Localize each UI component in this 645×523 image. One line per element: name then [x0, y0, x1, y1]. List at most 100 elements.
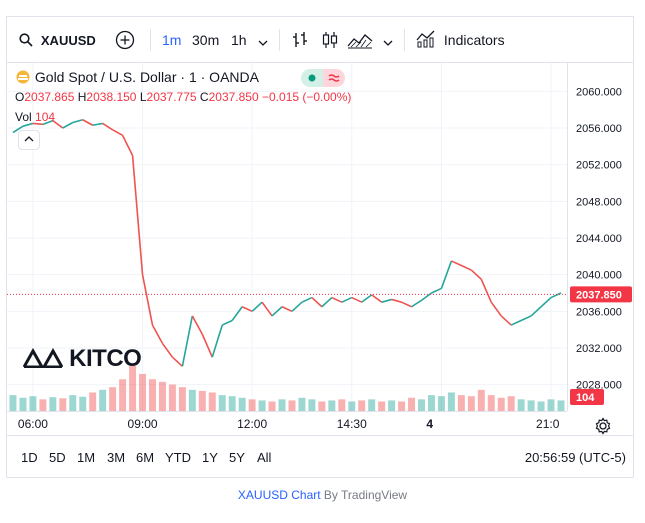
price-segment — [131, 155, 144, 275]
volume-bar — [238, 397, 246, 411]
volume-bar — [19, 397, 27, 411]
volume-bar — [258, 400, 266, 411]
status-dot-icon — [308, 74, 316, 82]
volume-bar — [29, 396, 37, 411]
add-compare-button[interactable] — [115, 30, 135, 56]
range-3m[interactable]: 3M — [107, 450, 126, 465]
price-chart-pane[interactable] — [7, 63, 567, 411]
volume-bar — [318, 401, 326, 411]
volume-bar — [298, 397, 306, 411]
area-style-button[interactable] — [347, 31, 373, 57]
candle-style-button[interactable] — [321, 31, 339, 57]
volume-bar — [139, 373, 147, 411]
range-6m[interactable]: 6M — [136, 450, 155, 465]
range-1d[interactable]: 1D — [21, 450, 38, 465]
chart-style-dropdown[interactable] — [383, 30, 393, 56]
approx-icon — [328, 74, 340, 82]
indicators-button[interactable]: Indicators — [416, 27, 505, 53]
price-tick-label: 2032.000 — [576, 343, 622, 355]
add-compare-icon — [115, 30, 135, 50]
price-axis[interactable]: 2060.000 2056.000 2052.000 2048.000 2044.000… — [567, 63, 634, 411]
chevron-down-icon — [383, 40, 393, 46]
range-all[interactable]: All — [257, 450, 272, 465]
gear-icon — [595, 417, 611, 435]
price-tick-label: 2028.000 — [576, 380, 622, 392]
symbol-search[interactable]: XAUUSD — [19, 27, 96, 53]
price-segment — [211, 324, 224, 358]
area-style-icon — [347, 34, 373, 49]
volume-bar — [427, 395, 435, 411]
volume-bar — [99, 389, 107, 411]
separator — [150, 29, 151, 51]
volume-bar — [218, 395, 226, 411]
volume-bar — [288, 400, 296, 411]
separator — [404, 29, 405, 51]
range-1y[interactable]: 1Y — [202, 450, 218, 465]
interval-1h[interactable]: 1h — [231, 32, 247, 48]
price-segment — [381, 298, 392, 303]
price-segment — [161, 342, 174, 358]
volume-bar — [358, 400, 366, 411]
range-ytd[interactable]: YTD — [165, 450, 191, 465]
volume-legend: Vol 104 — [15, 110, 55, 124]
volume-bar — [109, 387, 117, 411]
price-segment — [141, 274, 154, 326]
price-segment — [201, 333, 214, 358]
price-segment — [191, 315, 204, 335]
volume-bar — [228, 396, 236, 411]
volume-bar — [437, 396, 445, 411]
symbol-chart-link[interactable]: XAUUSD Chart — [237, 488, 321, 502]
volume-bar — [129, 366, 137, 411]
volume-bar — [79, 396, 87, 411]
volume-bar — [149, 379, 156, 411]
price-segment — [82, 119, 94, 126]
kitco-watermark: KITCO — [22, 345, 142, 373]
chevron-down-icon — [258, 40, 268, 46]
price-segment — [351, 296, 363, 303]
volume-bar — [9, 395, 17, 411]
interval-dropdown[interactable] — [258, 30, 268, 56]
price-segment — [401, 301, 412, 308]
legend-title: Gold Spot / U.S. Dollar · 1 · OANDA — [34, 69, 259, 85]
market-status-badge[interactable] — [301, 69, 345, 87]
volume-bar — [557, 400, 565, 411]
price-segment — [72, 118, 83, 124]
price-segment — [301, 296, 313, 303]
price-segment — [470, 269, 482, 280]
volume-bar — [39, 399, 47, 411]
price-segment — [22, 122, 34, 127]
ohlc-values: O2037.865 H2038.150 L2037.775 C2037.850 … — [15, 90, 351, 104]
price-segment — [291, 301, 303, 312]
range-5y[interactable]: 5Y — [229, 450, 245, 465]
close-key: C — [199, 90, 209, 104]
price-segment — [550, 292, 562, 299]
time-tick-label: 12:00 — [237, 417, 268, 431]
interval-1m[interactable]: 1m — [162, 32, 182, 48]
by-tradingview[interactable]: By TradingView — [320, 488, 408, 502]
volume-bar — [348, 401, 356, 411]
volume-bar — [398, 401, 406, 411]
volume-bar — [408, 397, 416, 411]
watermark-text: KITCO — [69, 345, 142, 372]
bar-style-icon — [293, 32, 307, 47]
volume-bar — [547, 399, 555, 411]
candle-style-icon — [322, 32, 338, 48]
price-segment — [421, 292, 432, 301]
collapse-legend-button[interactable] — [18, 130, 40, 150]
time-axis[interactable]: 06:00 09:00 12:00 14:30 4 21:0 — [7, 411, 567, 435]
range-5d[interactable]: 5D — [49, 450, 66, 465]
range-1m[interactable]: 1M — [77, 450, 96, 465]
volume-bar — [368, 399, 376, 411]
volume-bar — [338, 399, 346, 411]
settings-button[interactable] — [594, 417, 612, 435]
bar-style-button[interactable] — [291, 31, 309, 57]
price-segment — [411, 299, 422, 308]
volume-bar — [89, 392, 97, 411]
price-segment — [261, 301, 273, 317]
symbol-label: XAUUSD — [40, 33, 96, 48]
clock[interactable]: 20:56:59 (UTC-5) — [524, 450, 626, 465]
price-segment — [112, 129, 123, 137]
change-value: −0.015 (−0.00%) — [262, 90, 352, 104]
volume-bar — [69, 395, 77, 411]
interval-30m[interactable]: 30m — [192, 32, 220, 48]
